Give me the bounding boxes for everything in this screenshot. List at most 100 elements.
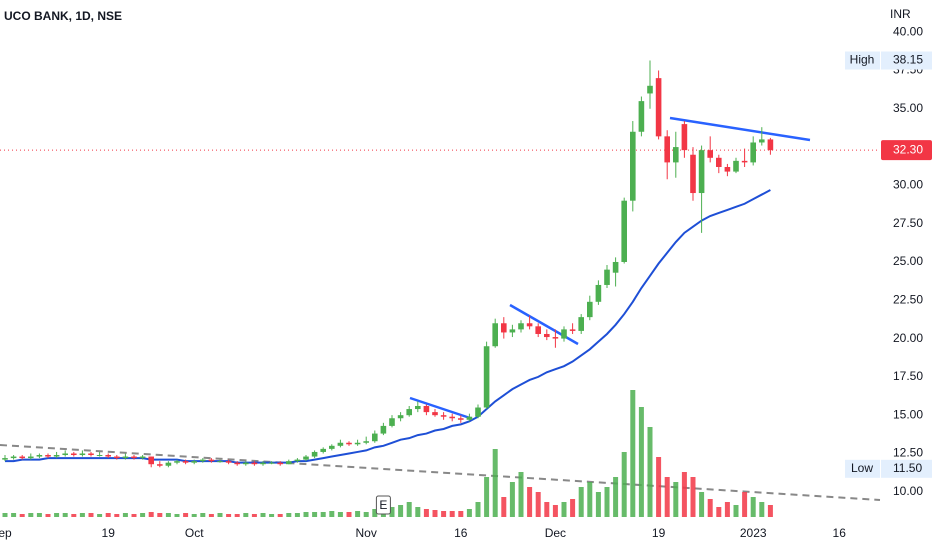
candle-body	[767, 139, 774, 151]
candle-body	[458, 418, 464, 420]
volume-bar	[406, 502, 412, 517]
candle-body	[526, 323, 533, 327]
volume-bar	[286, 513, 292, 517]
volume-bar	[131, 514, 137, 517]
candle-body	[733, 160, 739, 172]
candle-body	[122, 456, 129, 459]
candle-body	[655, 78, 662, 137]
candle-body	[475, 407, 481, 417]
candle-body	[595, 284, 602, 302]
candle-body	[320, 448, 326, 452]
x-tick-label: ep	[0, 526, 12, 540]
candle-body	[217, 461, 223, 463]
candle-body	[19, 456, 25, 459]
volume-bar	[750, 497, 756, 517]
volume-bar	[71, 514, 77, 517]
candle-body	[432, 412, 438, 416]
high-value-bg	[881, 51, 932, 70]
candle-body	[165, 462, 172, 466]
x-tick-label: 19	[652, 526, 666, 540]
candle-body	[647, 85, 653, 94]
x-tick-label: 2023	[740, 526, 767, 540]
candle-body	[45, 455, 51, 457]
candle-body	[2, 458, 8, 460]
candle-body	[397, 415, 404, 419]
candle-body	[415, 405, 421, 410]
candle-body	[354, 442, 361, 445]
candle-body	[380, 425, 387, 434]
x-tick-label: Dec	[545, 526, 566, 540]
y-tick-label: 20.00	[893, 331, 923, 345]
volume-bar	[97, 514, 103, 517]
volume-bar	[630, 390, 636, 517]
candle-body	[174, 461, 180, 463]
volume-bar	[466, 509, 472, 517]
candle-body	[191, 461, 197, 463]
candle-body	[346, 442, 352, 445]
candle-body	[561, 329, 567, 339]
candle-body	[114, 456, 120, 459]
volume-bar	[690, 477, 696, 517]
volume-bar	[638, 407, 644, 517]
x-tick-label: 19	[102, 526, 116, 540]
candle-body	[587, 301, 593, 318]
candle-body	[303, 456, 309, 460]
volume-bar	[200, 513, 206, 517]
volume-bar	[552, 505, 558, 517]
volume-bar	[595, 492, 601, 517]
candle-body	[604, 269, 610, 285]
candle-body	[36, 455, 43, 457]
y-tick-label: 35.00	[893, 101, 923, 115]
volume-bar	[432, 510, 438, 517]
volume-bar	[217, 513, 223, 517]
candle-body	[449, 416, 455, 419]
event-label: E	[379, 498, 387, 512]
candle-body	[681, 124, 688, 151]
candle-body	[148, 456, 154, 465]
volume-bar	[656, 457, 662, 517]
volume-bar	[11, 513, 17, 517]
candle-body	[518, 323, 524, 330]
volume-bar	[759, 502, 765, 517]
candle-body	[79, 453, 86, 456]
candle-body	[268, 462, 275, 464]
high-tag: High	[850, 53, 875, 67]
candle-body	[552, 337, 559, 339]
volume-bar	[303, 512, 309, 517]
candle-body	[131, 456, 137, 459]
volume-bar	[647, 427, 653, 517]
volume-bar	[475, 502, 481, 517]
candle-body	[724, 166, 731, 172]
volume-bar	[372, 509, 378, 517]
high-tag-bg	[845, 51, 880, 70]
volume-bar	[337, 512, 343, 517]
volume-bar	[157, 513, 163, 517]
volume-bar	[329, 511, 335, 517]
low-value: 11.50	[893, 461, 922, 475]
candle-body	[243, 462, 249, 465]
candle-body	[10, 456, 17, 459]
volume-bar	[234, 514, 240, 517]
candle-body	[311, 451, 318, 457]
volume-bar	[191, 514, 197, 517]
volume-bar	[458, 511, 464, 517]
chart-title: UCO BANK, 1D, NSE	[4, 9, 122, 23]
candle-body	[337, 442, 344, 446]
volume-bar	[673, 482, 679, 517]
y-tick-label: 10.00	[893, 484, 923, 498]
volume-bar	[208, 514, 214, 517]
candle-body	[466, 416, 473, 420]
candle-body	[690, 154, 696, 194]
volume-bar	[527, 487, 533, 517]
price-tag-bg	[881, 140, 932, 161]
volume-bar	[716, 507, 722, 517]
candle-body	[612, 261, 619, 273]
candle-body	[750, 142, 756, 163]
volume-bar	[363, 512, 369, 517]
volume-bar	[398, 505, 404, 517]
y-tick-label: 12.50	[893, 446, 923, 460]
candle-body	[277, 462, 283, 465]
volume-bar	[355, 511, 361, 517]
candle-body	[182, 461, 189, 463]
volume-bar	[449, 511, 455, 517]
